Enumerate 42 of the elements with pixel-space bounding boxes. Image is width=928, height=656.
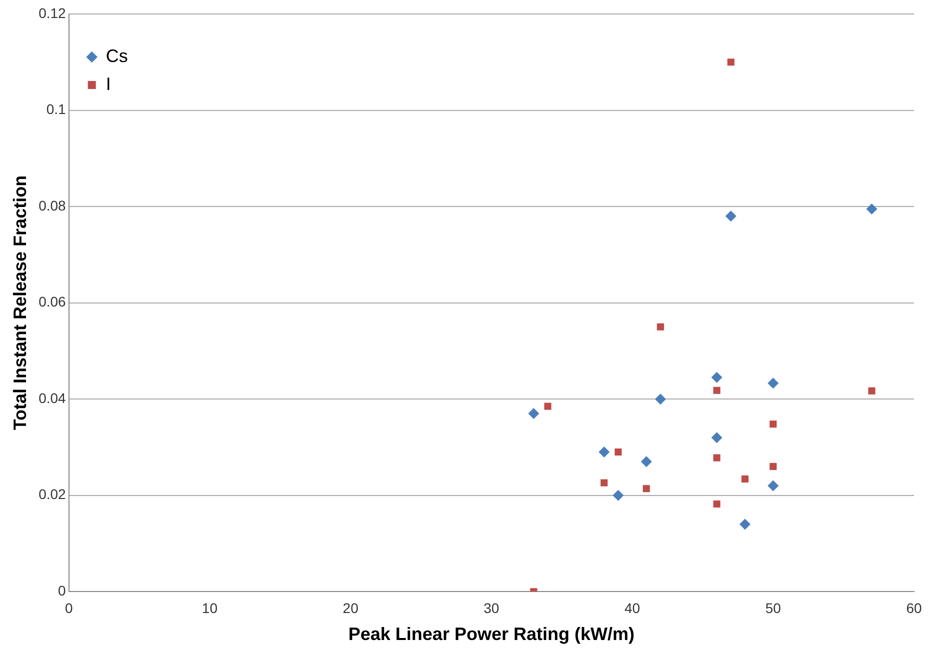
point bbox=[544, 402, 552, 410]
legend-label: I bbox=[106, 74, 111, 94]
x-tick-label: 10 bbox=[202, 600, 218, 616]
point bbox=[614, 448, 622, 456]
point bbox=[725, 210, 736, 222]
point bbox=[713, 454, 720, 462]
point bbox=[612, 490, 624, 501]
y-axis-title: Total Instant Release Fraction bbox=[10, 175, 30, 430]
legend-label: Cs bbox=[106, 46, 128, 66]
x-tick-label: 50 bbox=[765, 600, 782, 616]
y-tick-label: 0.12 bbox=[38, 4, 66, 21]
point bbox=[640, 456, 652, 468]
y-tick-label: 0 bbox=[58, 582, 66, 598]
point bbox=[770, 462, 777, 470]
point bbox=[713, 386, 720, 394]
point bbox=[727, 58, 734, 66]
point bbox=[770, 420, 777, 428]
point bbox=[866, 203, 878, 214]
point bbox=[654, 394, 666, 405]
y-tick-label: 0.02 bbox=[38, 486, 66, 502]
y-tick-label: 0.04 bbox=[38, 390, 66, 406]
y-tick-label: 0.06 bbox=[38, 294, 66, 310]
x-tick-label: 60 bbox=[906, 600, 922, 616]
point bbox=[642, 485, 650, 492]
point bbox=[768, 480, 779, 492]
x-axis-title: Peak Linear Power Rating (kW/m) bbox=[348, 624, 634, 644]
point bbox=[600, 479, 608, 486]
x-tick-label: 30 bbox=[484, 600, 500, 616]
point bbox=[713, 500, 720, 508]
point bbox=[739, 518, 750, 530]
point bbox=[528, 408, 540, 420]
point bbox=[741, 475, 749, 483]
y-tick-label: 0.08 bbox=[38, 197, 66, 214]
point bbox=[868, 387, 876, 394]
point bbox=[598, 446, 610, 458]
point bbox=[768, 378, 779, 389]
point bbox=[711, 432, 722, 444]
point bbox=[656, 323, 664, 330]
x-tick-label: 40 bbox=[624, 600, 640, 616]
point bbox=[711, 372, 722, 383]
x-tick-label: 20 bbox=[342, 600, 359, 616]
y-tick-label: 0.1 bbox=[46, 101, 66, 118]
